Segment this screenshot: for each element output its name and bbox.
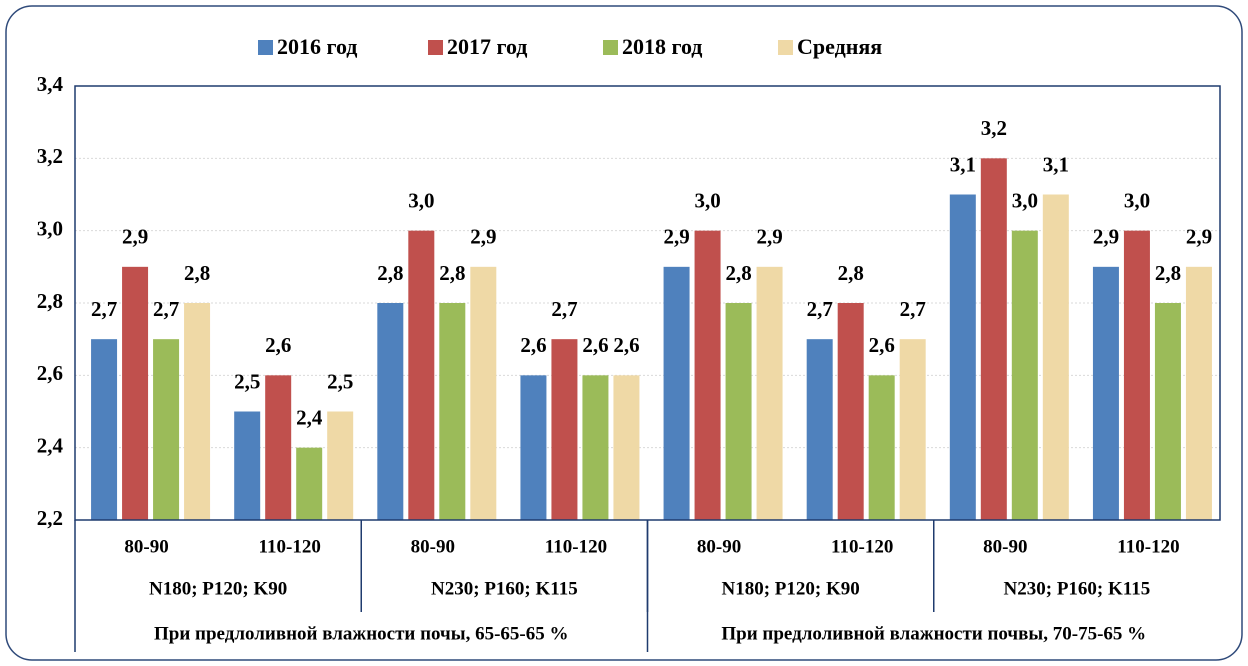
bar bbox=[327, 411, 354, 520]
x-tick-label: 110-120 bbox=[1117, 536, 1179, 557]
bar bbox=[1123, 230, 1150, 520]
legend-swatch bbox=[258, 40, 273, 55]
data-label: 2,6 bbox=[265, 333, 291, 357]
bar bbox=[153, 339, 180, 520]
group-label: N180; P120; K90 bbox=[721, 578, 859, 599]
group-label: N230; P160; K115 bbox=[1004, 578, 1151, 599]
bar bbox=[1042, 194, 1069, 520]
data-label: 3,0 bbox=[694, 188, 720, 212]
bar bbox=[949, 194, 976, 520]
x-tick-label: 110-120 bbox=[831, 536, 893, 557]
data-label: 2,5 bbox=[234, 369, 260, 393]
data-label: 2,8 bbox=[184, 261, 210, 285]
y-tick-label: 2,2 bbox=[37, 506, 63, 530]
group-label: N180; P120; K90 bbox=[149, 578, 287, 599]
data-label: 2,9 bbox=[756, 225, 782, 249]
bar bbox=[899, 339, 926, 520]
data-label: 2,7 bbox=[551, 297, 577, 321]
bar bbox=[1185, 266, 1212, 520]
x-tick-label: 80-90 bbox=[697, 536, 741, 557]
legend-label: 2016 год bbox=[277, 34, 357, 59]
legend-swatch bbox=[428, 40, 443, 55]
bar bbox=[184, 303, 211, 520]
group-label: При предлоливной влажности почы, 65-65-6… bbox=[154, 623, 569, 644]
bar bbox=[1154, 303, 1181, 520]
bar bbox=[806, 339, 833, 520]
bar bbox=[1011, 230, 1038, 520]
data-label: 3,0 bbox=[1012, 188, 1038, 212]
bar bbox=[408, 230, 435, 520]
data-label: 2,9 bbox=[663, 225, 689, 249]
data-label: 2,7 bbox=[807, 297, 833, 321]
bar bbox=[265, 375, 292, 520]
bar bbox=[234, 411, 261, 520]
data-label: 2,9 bbox=[122, 225, 148, 249]
data-label: 2,7 bbox=[91, 297, 117, 321]
data-label: 3,0 bbox=[408, 188, 434, 212]
data-label: 2,9 bbox=[1093, 225, 1119, 249]
x-tick-label: 110-120 bbox=[545, 536, 607, 557]
bar bbox=[520, 375, 547, 520]
data-label: 2,4 bbox=[296, 405, 323, 429]
bar bbox=[694, 230, 721, 520]
y-tick-label: 3,4 bbox=[37, 72, 64, 96]
data-label: 2,6 bbox=[869, 333, 895, 357]
x-tick-label: 80-90 bbox=[983, 536, 1027, 557]
bar bbox=[582, 375, 609, 520]
bar bbox=[756, 266, 783, 520]
data-label: 3,1 bbox=[950, 152, 976, 176]
y-tick-label: 3,2 bbox=[37, 144, 63, 168]
data-label: 3,2 bbox=[981, 116, 1007, 140]
legend-swatch bbox=[603, 40, 618, 55]
group-label: N230; P160; K115 bbox=[431, 578, 578, 599]
data-label: 2,5 bbox=[327, 369, 353, 393]
bar bbox=[296, 447, 323, 520]
legend-label: 2017 год bbox=[447, 34, 527, 59]
bar bbox=[868, 375, 895, 520]
bar bbox=[377, 303, 404, 520]
data-label: 2,8 bbox=[838, 261, 864, 285]
bar bbox=[837, 303, 864, 520]
y-tick-label: 2,4 bbox=[37, 433, 64, 457]
y-tick-label: 2,6 bbox=[37, 361, 63, 385]
y-tick-label: 3,0 bbox=[37, 216, 63, 240]
bar bbox=[1092, 266, 1119, 520]
data-label: 2,6 bbox=[613, 333, 639, 357]
bar bbox=[470, 266, 497, 520]
bar bbox=[980, 158, 1007, 521]
data-label: 3,0 bbox=[1124, 188, 1150, 212]
group-label: При предлоливной влажности почвы, 70-75-… bbox=[721, 623, 1146, 644]
data-label: 2,8 bbox=[439, 261, 465, 285]
x-tick-label: 80-90 bbox=[124, 536, 168, 557]
data-label: 2,6 bbox=[582, 333, 608, 357]
legend-label: Средняя bbox=[797, 34, 882, 59]
bar bbox=[725, 303, 752, 520]
y-tick-label: 2,8 bbox=[37, 289, 63, 313]
data-label: 2,7 bbox=[153, 297, 179, 321]
legend-label: 2018 год bbox=[622, 34, 702, 59]
data-label: 2,9 bbox=[470, 225, 496, 249]
legend-swatch bbox=[778, 40, 793, 55]
x-tick-label: 80-90 bbox=[411, 536, 455, 557]
data-label: 2,8 bbox=[725, 261, 751, 285]
bar bbox=[91, 339, 118, 520]
bar bbox=[122, 266, 149, 520]
bar bbox=[439, 303, 466, 520]
data-label: 2,8 bbox=[377, 261, 403, 285]
data-label: 2,6 bbox=[520, 333, 546, 357]
data-label: 2,8 bbox=[1155, 261, 1181, 285]
data-label: 2,7 bbox=[900, 297, 926, 321]
bar bbox=[551, 339, 578, 520]
bar bbox=[663, 266, 690, 520]
data-label: 2,9 bbox=[1186, 225, 1212, 249]
data-label: 3,1 bbox=[1043, 152, 1069, 176]
x-tick-label: 110-120 bbox=[259, 536, 321, 557]
bar bbox=[613, 375, 640, 520]
